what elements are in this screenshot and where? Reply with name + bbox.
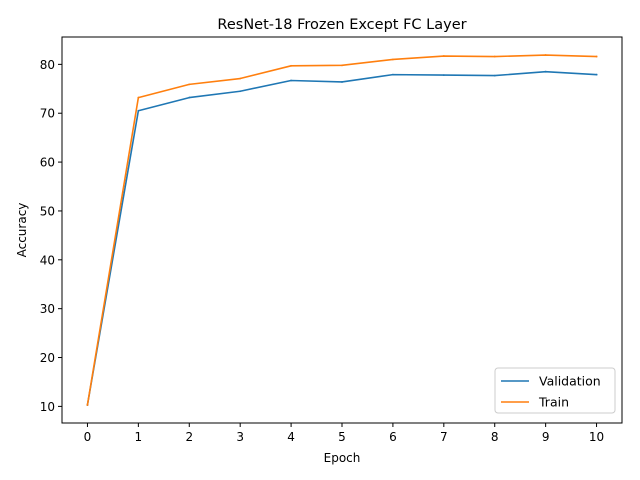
y-tick-label: 80 — [40, 58, 55, 72]
x-axis-label: Epoch — [324, 451, 361, 465]
y-axis-label: Accuracy — [15, 203, 29, 258]
data-point-validation — [239, 90, 242, 93]
data-point-train — [595, 55, 598, 58]
chart-title: ResNet-18 Frozen Except FC Layer — [217, 17, 466, 33]
plot-area — [86, 54, 598, 406]
data-point-train — [188, 83, 191, 86]
data-point-train — [341, 64, 343, 67]
legend-label-validation: Validation — [539, 374, 601, 389]
x-tick-label: 1 — [135, 430, 143, 444]
data-point-validation — [544, 70, 547, 73]
x-tick-label: 0 — [84, 430, 92, 444]
x-tick-label: 4 — [287, 430, 295, 444]
data-point-validation — [290, 79, 292, 82]
data-point-train — [544, 54, 547, 56]
data-point-validation — [493, 74, 496, 77]
data-point-validation — [137, 109, 140, 112]
x-tick-label: 6 — [389, 430, 397, 444]
x-tick-label: 10 — [589, 430, 604, 444]
y-axis-ticks: 10 20 30 40 50 60 70 80 — [40, 58, 62, 414]
data-point-train — [239, 77, 242, 80]
x-tick-label: 7 — [440, 430, 448, 444]
legend-label-train: Train — [538, 395, 569, 410]
y-tick-label: 10 — [40, 400, 55, 414]
x-tick-label: 5 — [338, 430, 346, 444]
y-tick-label: 70 — [40, 107, 55, 121]
data-point-validation — [595, 73, 598, 76]
legend: Validation Train — [494, 367, 616, 414]
data-point-train — [493, 55, 496, 58]
data-point-validation — [392, 73, 394, 76]
data-point-train — [137, 96, 140, 99]
data-point-train — [392, 58, 394, 61]
x-tick-label: 9 — [542, 430, 550, 444]
data-point-train — [290, 64, 292, 67]
y-tick-label: 60 — [40, 156, 55, 170]
data-point-train — [442, 55, 445, 57]
y-tick-label: 30 — [40, 302, 55, 316]
x-axis-ticks: 0 1 2 3 4 5 6 7 8 9 10 — [84, 423, 604, 444]
y-tick-label: 40 — [40, 253, 55, 267]
x-tick-label: 3 — [236, 430, 244, 444]
x-tick-label: 8 — [491, 430, 499, 444]
data-point-validation — [341, 81, 343, 83]
y-tick-label: 50 — [40, 204, 55, 218]
data-point-validation — [442, 74, 445, 77]
y-tick-label: 20 — [40, 351, 55, 365]
x-tick-label: 2 — [185, 430, 193, 444]
data-point-train — [86, 404, 89, 406]
data-point-validation — [188, 96, 191, 99]
